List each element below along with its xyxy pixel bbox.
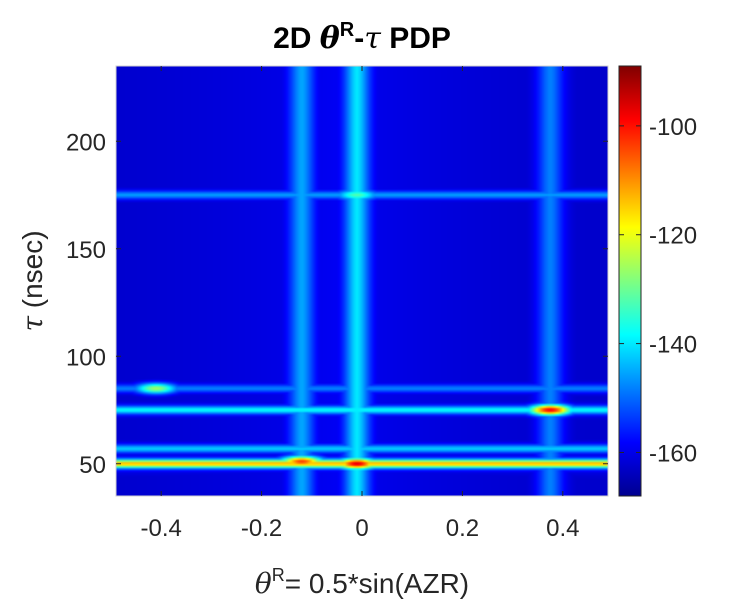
x-tick-label: 0.4 bbox=[546, 515, 579, 542]
y-tick-label: 50 bbox=[79, 452, 106, 479]
colorbar-ticks: -160 -140 -120 -100 bbox=[619, 114, 697, 467]
colorbar-tick-label: -140 bbox=[649, 332, 697, 359]
y-axis-ticks: 50 100 150 200 bbox=[66, 129, 608, 479]
heatmap-image bbox=[116, 66, 608, 496]
colorbar-tick-label: -160 bbox=[649, 440, 697, 467]
colorbar-tick-label: -100 bbox=[649, 114, 697, 141]
y-axis-label: τ (nsec) bbox=[16, 230, 49, 331]
y-tick-label: 150 bbox=[66, 237, 106, 264]
y-tick-label: 200 bbox=[66, 129, 106, 156]
colorbar bbox=[618, 65, 642, 497]
chart-title: 2D θR-τ PDP bbox=[273, 19, 451, 56]
y-tick-label: 100 bbox=[66, 344, 106, 371]
x-tick-label: 0.2 bbox=[446, 515, 479, 542]
plot-area bbox=[115, 65, 609, 497]
x-axis-ticks: -0.4 -0.2 0 0.2 0.4 bbox=[141, 66, 580, 542]
colorbar-tick-label: -120 bbox=[649, 223, 697, 250]
x-axis-label: θR= 0.5*sin(AZR) bbox=[255, 565, 469, 600]
x-tick-label: 0 bbox=[355, 515, 368, 542]
x-tick-label: -0.4 bbox=[141, 515, 182, 542]
x-tick-label: -0.2 bbox=[241, 515, 282, 542]
colorbar-gradient bbox=[618, 65, 642, 497]
